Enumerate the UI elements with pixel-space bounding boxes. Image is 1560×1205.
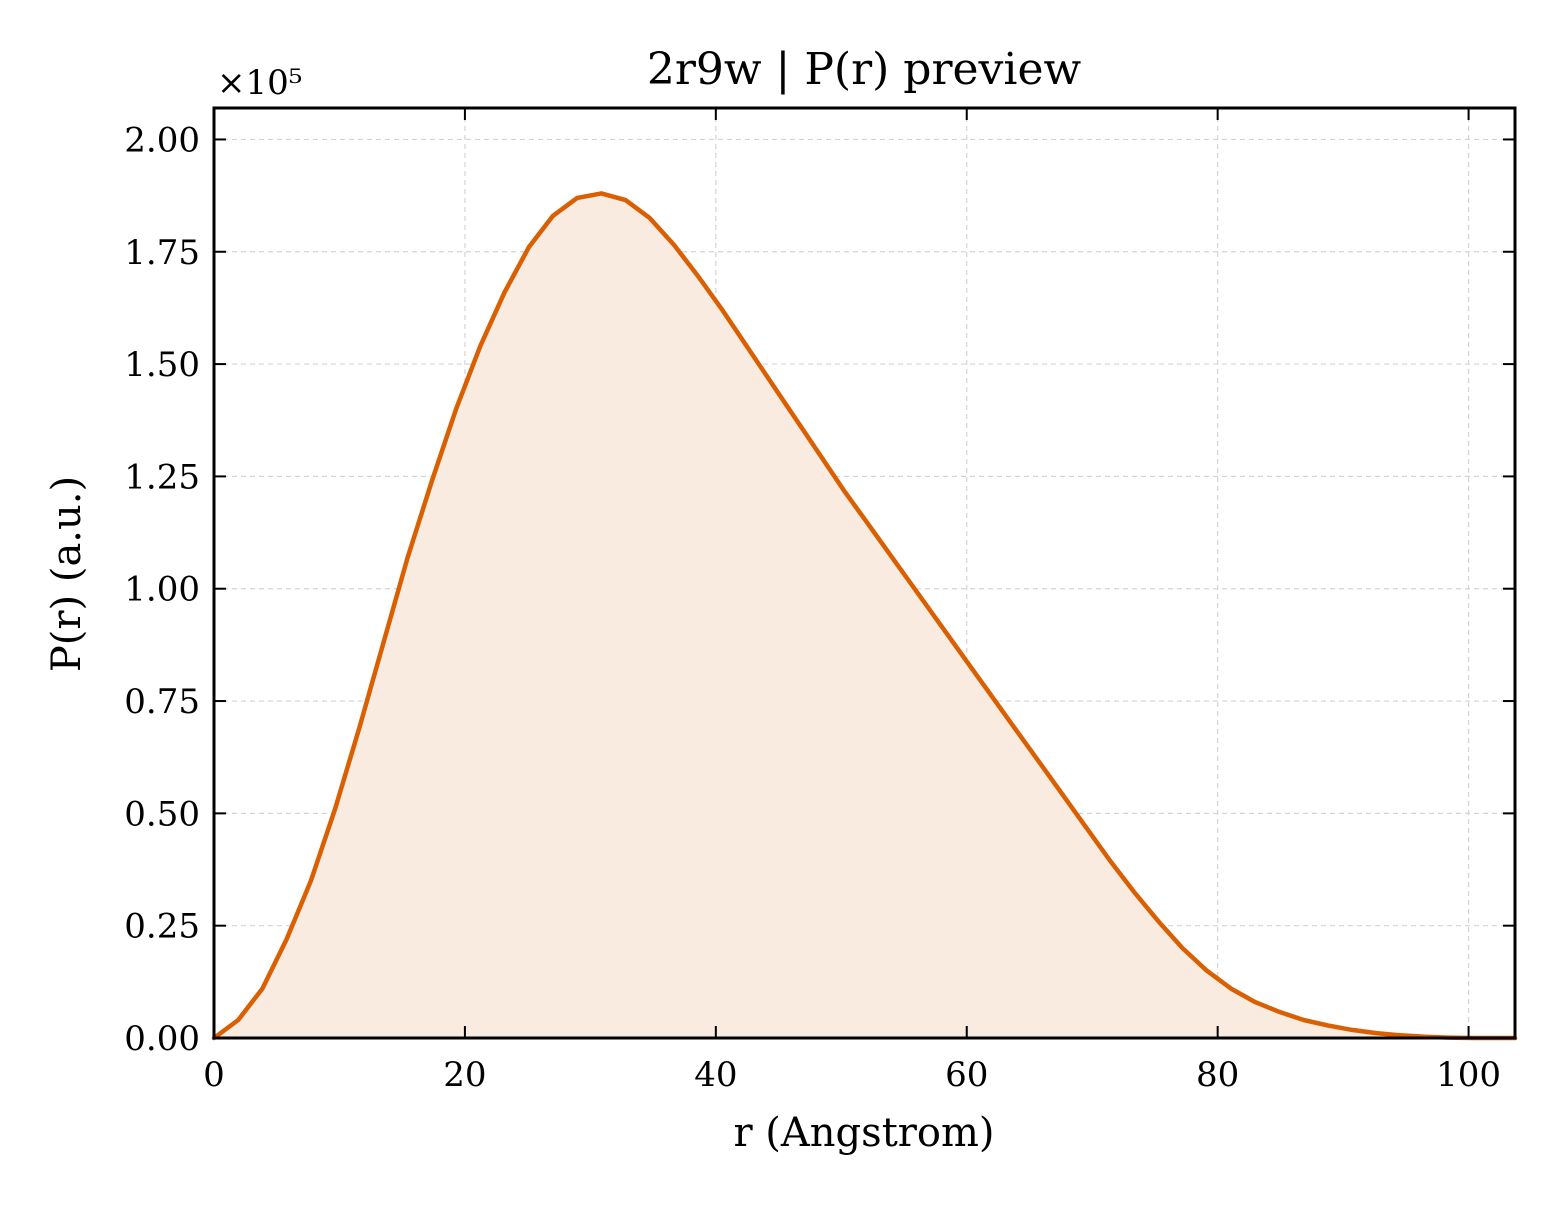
y-tick-label: 1.25: [124, 457, 200, 497]
x-tick-label: 40: [694, 1055, 737, 1095]
x-tick-label: 80: [1196, 1055, 1239, 1095]
y-tick-label: 2.00: [124, 120, 200, 160]
axis-ticks: 0 20 40 60 80 100 0.00 0.25 0.50 0.75 1.00 1.25 1.50…: [124, 108, 1515, 1095]
x-axis-label: r (Angstrom): [733, 1110, 994, 1156]
y-tick-label: 0.50: [124, 794, 200, 834]
x-tick-label: 100: [1436, 1055, 1501, 1095]
y-axis-label: P(r) (a.u.): [44, 476, 90, 672]
y-tick-label: 0.75: [124, 682, 200, 722]
chart-title: 2r9w | P(r) preview: [647, 44, 1082, 95]
x-tick-label: 60: [945, 1055, 988, 1095]
x-tick-label: 20: [443, 1055, 486, 1095]
y-tick-label: 1.00: [124, 570, 200, 610]
pr-area-fill: [214, 193, 1515, 1038]
pr-series-line: [211, 191, 1518, 1041]
x-tick-label: 0: [203, 1055, 225, 1095]
y-axis-scale-multiplier: ×10⁵: [217, 63, 302, 103]
y-tick-label: 1.50: [124, 345, 200, 385]
y-tick-label: 1.75: [124, 233, 200, 273]
y-tick-label: 0.00: [124, 1019, 200, 1059]
plot-frame: [212, 106, 1517, 1040]
y-tick-label: 0.25: [124, 907, 200, 947]
